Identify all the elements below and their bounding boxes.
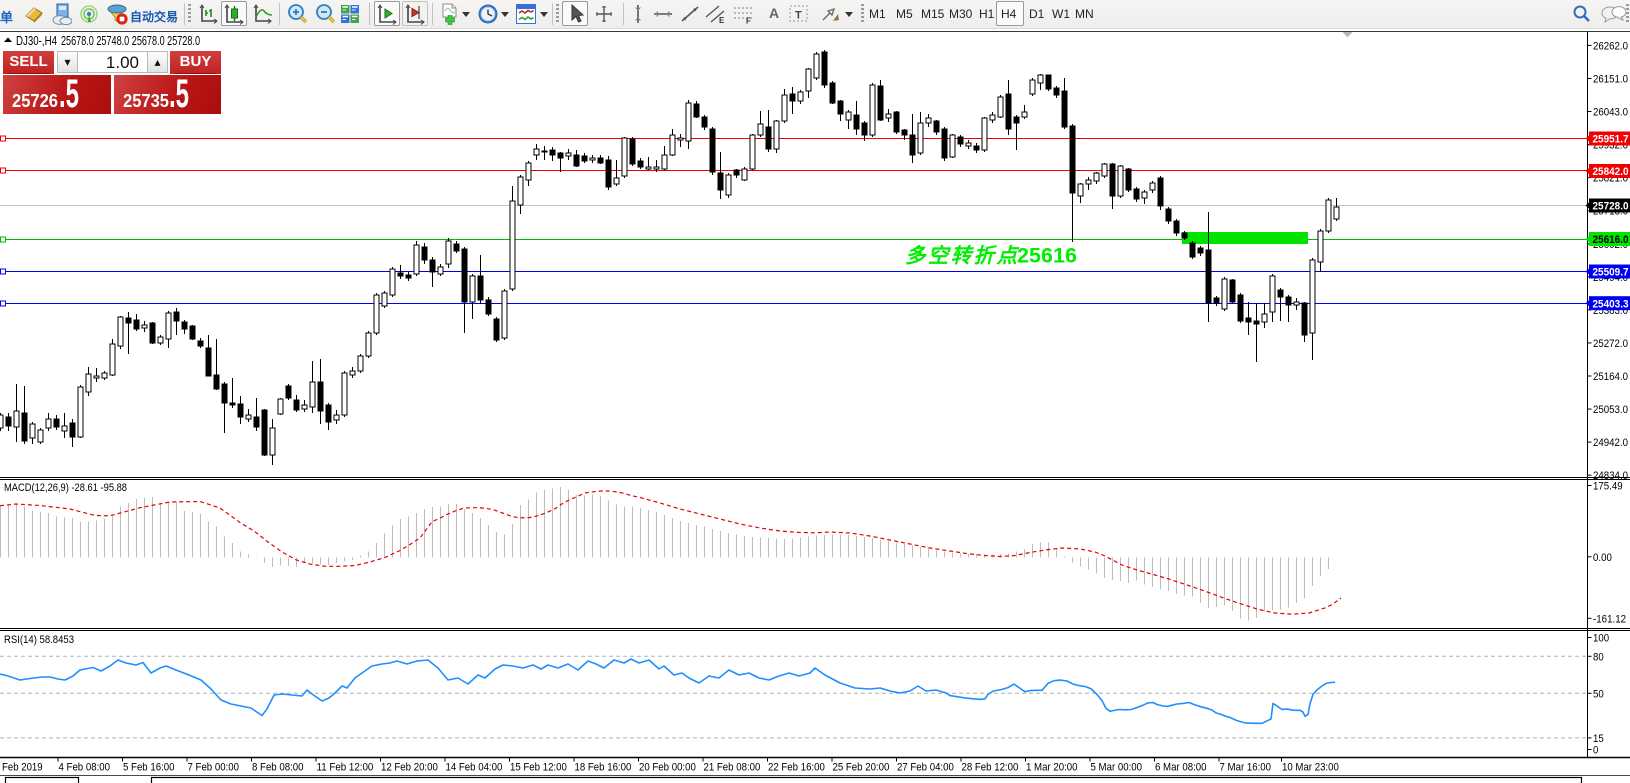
svg-text:26043.0: 26043.0	[1593, 107, 1628, 119]
svg-text:1 Mar 20:00: 1 Mar 20:00	[1026, 762, 1078, 774]
svg-text:24942.0: 24942.0	[1593, 437, 1628, 449]
svg-text:多空转折点: 多空转折点	[905, 245, 1020, 268]
svg-text:25272.0: 25272.0	[1593, 338, 1628, 350]
svg-text:25726: 25726	[12, 91, 58, 111]
svg-text:18 Feb 16:00: 18 Feb 16:00	[575, 762, 632, 774]
svg-text:25403.3: 25403.3	[1593, 298, 1629, 310]
svg-text:7 Mar 16:00: 7 Mar 16:00	[1220, 762, 1272, 774]
svg-text:25678.0 25748.0 25678.0 25728.: 25678.0 25748.0 25678.0 25728.0	[61, 34, 200, 48]
svg-text:F: F	[746, 17, 751, 25]
svg-text:80: 80	[1593, 651, 1604, 663]
svg-text:27 Feb 04:00: 27 Feb 04:00	[897, 762, 954, 774]
svg-text:.5: .5	[59, 73, 79, 116]
svg-text:25 Feb 20:00: 25 Feb 20:00	[833, 762, 890, 774]
svg-text:12 Feb 20:00: 12 Feb 20:00	[381, 762, 438, 774]
svg-text:25164.0: 25164.0	[1593, 371, 1628, 383]
svg-text:7 Feb 00:00: 7 Feb 00:00	[188, 762, 240, 774]
svg-text:25735: 25735	[123, 91, 169, 111]
svg-text:15: 15	[1593, 733, 1604, 745]
svg-text:11 Feb 12:00: 11 Feb 12:00	[317, 762, 374, 774]
svg-text:20 Feb 00:00: 20 Feb 00:00	[639, 762, 696, 774]
svg-text:4 Feb 08:00: 4 Feb 08:00	[59, 762, 111, 774]
svg-text:50: 50	[1593, 688, 1604, 700]
svg-text:T: T	[795, 10, 802, 22]
svg-text:DJ30-,H4: DJ30-,H4	[16, 34, 57, 48]
svg-text:25509.7: 25509.7	[1593, 267, 1629, 279]
svg-text:RSI(14) 58.8453: RSI(14) 58.8453	[4, 634, 74, 646]
svg-text:24834.0: 24834.0	[1593, 470, 1628, 482]
svg-text:25053.0: 25053.0	[1593, 404, 1628, 416]
svg-text:28 Feb 12:00: 28 Feb 12:00	[962, 762, 1019, 774]
svg-text:0: 0	[1593, 745, 1598, 757]
svg-text:25728.0: 25728.0	[1593, 201, 1629, 213]
svg-text:1 Feb 2019: 1 Feb 2019	[0, 762, 43, 774]
svg-text:25616: 25616	[1017, 244, 1077, 268]
svg-text:21 Feb 08:00: 21 Feb 08:00	[704, 762, 761, 774]
svg-text:6 Mar 08:00: 6 Mar 08:00	[1155, 762, 1207, 774]
svg-text:25842.0: 25842.0	[1593, 166, 1629, 178]
svg-text:8 Feb 08:00: 8 Feb 08:00	[252, 762, 304, 774]
svg-text:15 Feb 12:00: 15 Feb 12:00	[510, 762, 567, 774]
svg-text:26262.0: 26262.0	[1593, 40, 1628, 52]
svg-text:25951.7: 25951.7	[1593, 134, 1629, 146]
svg-text:25616.0: 25616.0	[1593, 234, 1629, 246]
svg-text:100: 100	[1593, 633, 1609, 645]
svg-text:.5: .5	[169, 73, 189, 116]
svg-text:-161.12: -161.12	[1593, 613, 1626, 625]
svg-text:22 Feb 16:00: 22 Feb 16:00	[768, 762, 825, 774]
svg-text:14 Feb 04:00: 14 Feb 04:00	[446, 762, 503, 774]
svg-text:10 Mar 23:00: 10 Mar 23:00	[1282, 762, 1339, 774]
svg-text:0.00: 0.00	[1593, 552, 1612, 564]
svg-text:E: E	[719, 16, 725, 24]
svg-text:26151.0: 26151.0	[1593, 73, 1628, 85]
svg-text:MACD(12,26,9) -28.61 -95.88: MACD(12,26,9) -28.61 -95.88	[4, 482, 127, 494]
svg-text:5 Feb 16:00: 5 Feb 16:00	[123, 762, 175, 774]
svg-text:5 Mar 00:00: 5 Mar 00:00	[1091, 762, 1143, 774]
svg-text:175.49: 175.49	[1593, 481, 1623, 493]
